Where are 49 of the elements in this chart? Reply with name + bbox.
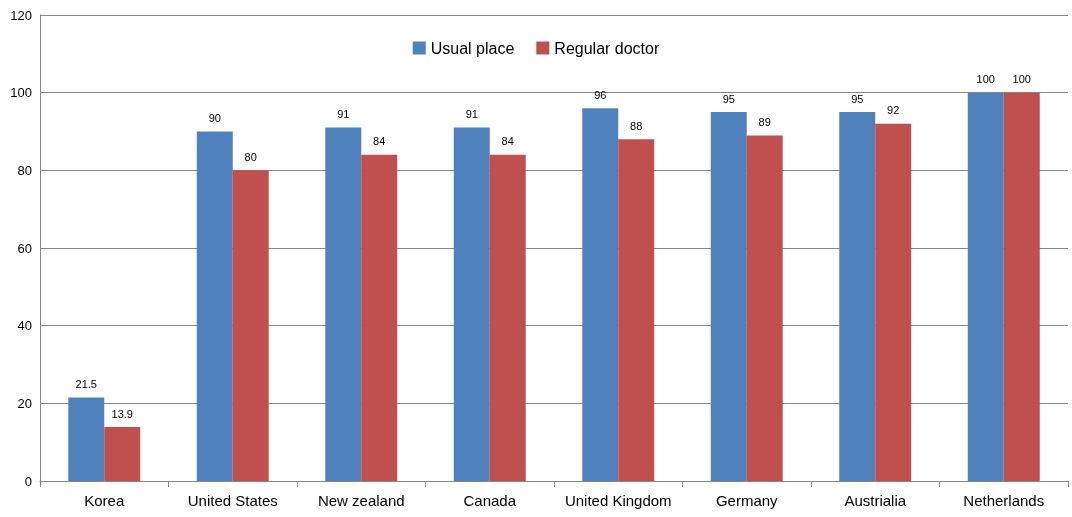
y-tick-label: 0 [24,473,32,489]
x-tick-label: United Kingdom [564,492,672,509]
x-tick-label: Germany [715,492,779,509]
data-label: 91 [337,108,350,121]
data-label: 80 [244,150,257,163]
data-label: 13.9 [111,407,133,420]
x-tick-label: Netherlands [963,492,1045,509]
y-tick-label: 40 [17,318,32,334]
data-label: 89 [758,115,771,128]
legend-label: Usual place [430,39,515,57]
data-label: 95 [851,92,864,105]
x-tick-label: United States [187,492,278,509]
data-label: 91 [465,108,478,121]
bar [361,154,398,481]
bar [325,127,362,481]
bar [489,154,526,481]
bar [967,92,1004,481]
y-tick-label: 100 [10,85,32,101]
x-tick-label: Canada [463,492,517,509]
x-tick-label: Austrialia [844,492,907,509]
bar [453,127,490,481]
bar [875,123,912,481]
data-label: 100 [1012,73,1031,86]
y-tick-label: 80 [17,162,32,178]
bar [618,139,655,481]
data-label: 92 [887,104,900,117]
data-label: 84 [373,135,386,148]
bar [839,112,876,481]
data-label: 100 [976,73,995,86]
bar [232,170,269,481]
data-label: 84 [501,135,514,148]
y-tick-label: 120 [10,7,32,23]
bar [710,112,747,481]
bar [196,131,233,481]
legend-label: Regular doctor [554,39,660,57]
data-label: 88 [630,119,643,132]
bar [104,427,141,481]
x-tick-label: New zealand [317,492,405,509]
x-tick-label: Korea [84,492,125,509]
data-label: 95 [722,92,735,105]
bar [68,397,105,481]
bar [746,135,783,481]
data-label: 90 [208,112,221,124]
y-tick-label: 60 [17,240,32,256]
bar [582,108,619,481]
data-label: 21.5 [75,378,97,391]
data-label: 96 [594,88,607,101]
y-tick-label: 20 [17,395,32,411]
bar [1003,92,1040,481]
